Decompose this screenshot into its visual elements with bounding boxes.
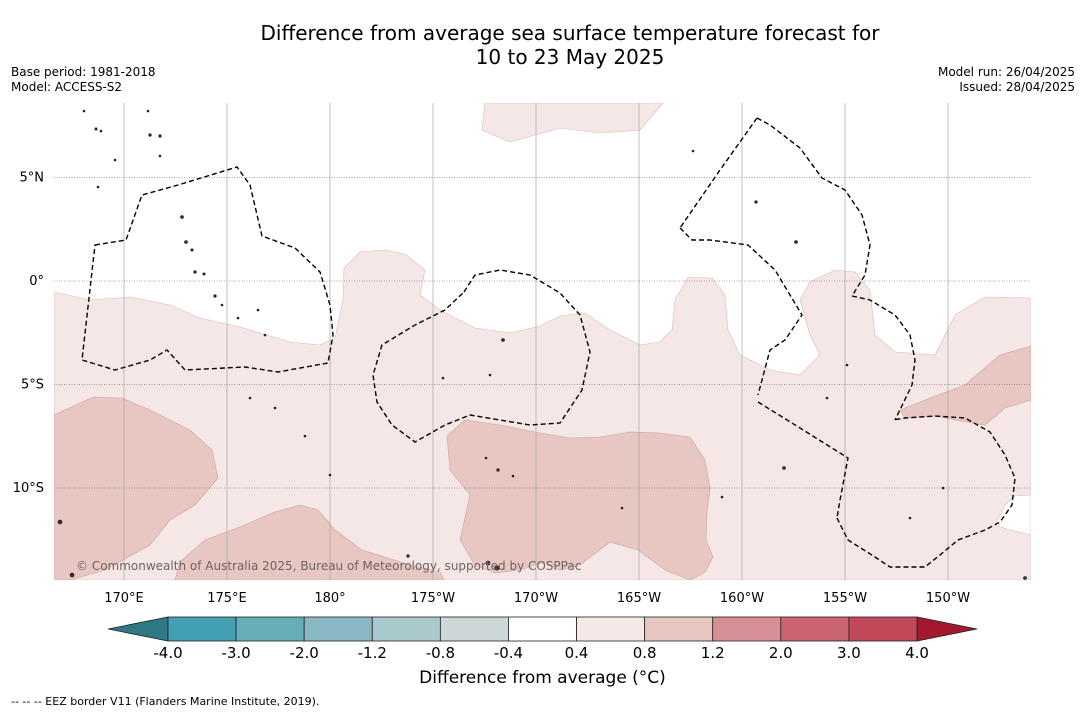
colorbar-tick-label: 4.0 <box>905 644 929 662</box>
colorbar-swatch <box>371 616 441 642</box>
longitude-label: 180° <box>314 591 345 606</box>
model-name: Model: ACCESS-S2 <box>11 80 123 94</box>
anomaly-region-top <box>481 103 664 143</box>
anomaly-region-west <box>54 396 219 580</box>
longitude-label: 175°W <box>411 591 455 606</box>
title-line-1: Difference from average sea surface temp… <box>260 21 880 45</box>
colorbar-tick-label: -4.0 <box>153 644 182 662</box>
colorbar-tick-label: -0.8 <box>426 644 455 662</box>
colorbar-tick-label: -2.0 <box>290 644 319 662</box>
latitude-label: 5°S <box>21 378 44 393</box>
colorbar-tick-label: 3.0 <box>837 644 861 662</box>
colorbar-tick-label: -0.4 <box>494 644 523 662</box>
longitude-label: 160°W <box>720 591 764 606</box>
title-line-2: 10 to 23 May 2025 <box>475 45 665 69</box>
latitude-label: 0° <box>29 274 44 289</box>
colorbar-label: Difference from average (°C) <box>419 668 666 688</box>
anomaly-field <box>54 103 1031 580</box>
colorbar-swatch <box>712 616 782 642</box>
eez-borders <box>81 117 1016 568</box>
colorbar-tick-label: -3.0 <box>221 644 250 662</box>
longitude-label: 175°E <box>207 591 247 606</box>
page-title: Difference from average sea surface temp… <box>0 21 1085 69</box>
colorbar: -4.0 -3.0 -2.0 -1.2 -0.8 -0.4 0.4 0.8 1.2 2.0 3.0 4… <box>107 616 978 662</box>
colorbar-tick-label: -1.2 <box>358 644 387 662</box>
colorbar-swatch <box>644 616 714 642</box>
longitude-label: 155°W <box>823 591 867 606</box>
longitude-label: 165°W <box>617 591 661 606</box>
colorbar-swatch <box>508 616 577 642</box>
latitude-labels: 5°N 0° 5°S 10°S <box>13 171 44 497</box>
colorbar-swatch <box>576 616 646 642</box>
eez-footnote: -- -- -- EEZ border V11 (Flanders Marine… <box>11 695 320 708</box>
colorbar-extend-high <box>916 616 978 642</box>
eez-border-southeast <box>851 295 916 421</box>
eez-border-northeast <box>679 227 803 396</box>
colorbar-swatch <box>439 616 509 642</box>
eez-border-diagonal <box>757 401 849 519</box>
latitude-label: 10°S <box>13 481 44 496</box>
longitude-label: 150°W <box>926 591 970 606</box>
longitude-labels: 170°E 175°E 180° 175°W 170°W 165°W 160°W 155°W 1… <box>104 591 970 606</box>
colorbar-swatch <box>848 616 918 642</box>
colorbar-swatch <box>303 616 373 642</box>
longitude-label: 170°E <box>104 591 144 606</box>
copyright-notice: © Commonwealth of Australia 2025, Bureau… <box>76 559 581 573</box>
eez-border-west <box>81 166 334 373</box>
eez-border-central <box>372 269 591 443</box>
eez-border-north-segment <box>679 117 758 229</box>
anomaly-region-light-band <box>54 249 1031 580</box>
longitude-label: 170°W <box>514 591 558 606</box>
colorbar-swatch <box>167 616 237 642</box>
colorbar-extend-low <box>107 616 169 642</box>
model-run: Model run: 26/04/2025 <box>937 65 1075 79</box>
colorbar-tick-label: 2.0 <box>769 644 793 662</box>
meta-right: Model run: 26/04/2025 Issued: 28/04/2025 <box>938 65 1075 95</box>
anomaly-region-central <box>446 419 714 580</box>
colorbar-swatch <box>780 616 850 642</box>
colorbar-tick-label: 0.4 <box>565 644 589 662</box>
issued-date: Issued: 28/04/2025 <box>959 80 1075 94</box>
islands <box>57 109 1027 580</box>
eez-border-east-segment <box>756 117 871 297</box>
eez-border-south <box>836 415 1016 568</box>
map-grid <box>54 103 1031 580</box>
latitude-label: 5°N <box>20 171 45 186</box>
colorbar-tick-label: 0.8 <box>633 644 657 662</box>
anomaly-region-southwest <box>174 504 445 580</box>
meta-left: Base period: 1981-2018 Model: ACCESS-S2 <box>11 65 156 95</box>
base-period: Base period: 1981-2018 <box>11 65 156 79</box>
colorbar-tick-label: 1.2 <box>701 644 725 662</box>
colorbar-swatch <box>235 616 305 642</box>
